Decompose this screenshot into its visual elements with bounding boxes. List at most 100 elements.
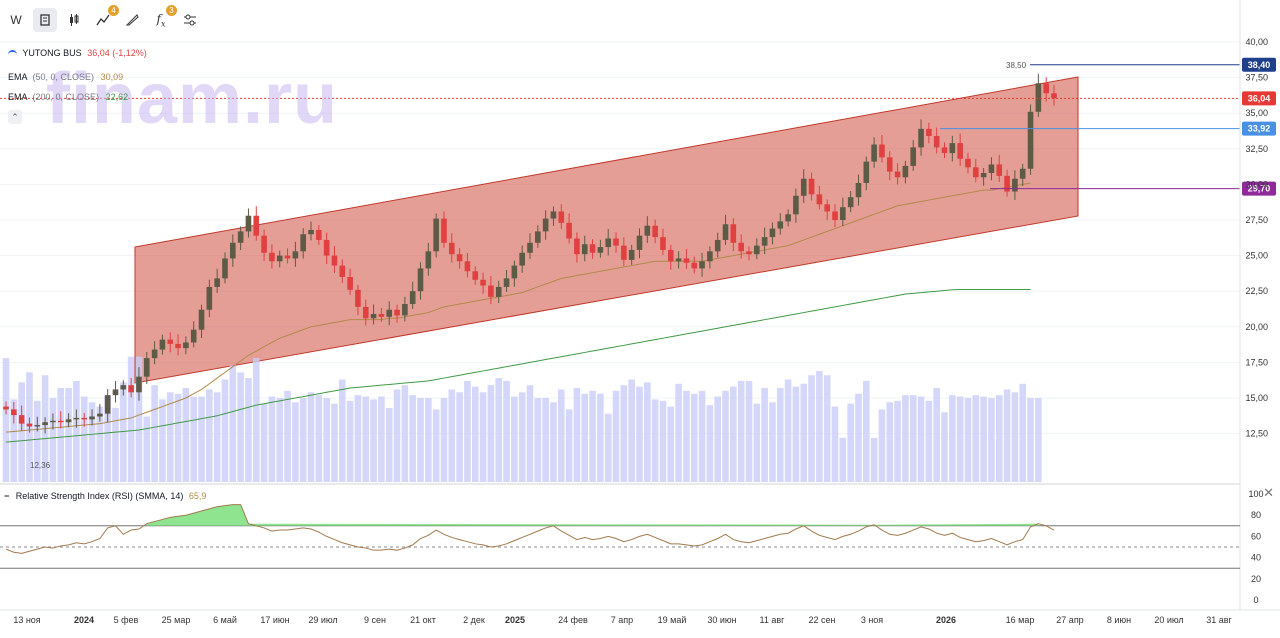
time-tick-label: 2026 [936, 615, 956, 625]
volume-bar [769, 402, 776, 482]
volume-bar [1027, 398, 1034, 482]
exchange-icon [8, 49, 17, 58]
candle-body [746, 251, 752, 255]
volume-bar [440, 398, 448, 482]
candle-body [230, 242, 236, 259]
candle-body [660, 237, 666, 250]
volume-bar [511, 396, 518, 482]
candle-body [409, 291, 416, 305]
ema50-legend[interactable]: EMA (50, 0, CLOSE) 30,09 [8, 71, 123, 83]
candle-body [355, 289, 361, 307]
candle-body [206, 286, 213, 310]
volume-bar [417, 398, 424, 482]
volume-bar [143, 416, 151, 482]
volume-bar [620, 385, 628, 482]
ema200-legend[interactable]: EMA (200, 0, CLOSE) 22,62 [8, 91, 128, 103]
volume-bar [909, 395, 917, 482]
volume-bar [354, 395, 362, 482]
candle-body [965, 158, 971, 168]
candle-body [636, 235, 643, 250]
rsi-menu-icon[interactable]: − [4, 491, 10, 501]
low-annotation: 12,36 [30, 461, 51, 470]
candle-body [167, 339, 174, 344]
volume-bar [370, 399, 377, 482]
volume-bar [299, 398, 307, 482]
candle-body [785, 214, 791, 222]
volume-bar [49, 398, 57, 482]
volume-bar [471, 386, 479, 482]
volume-bar [213, 392, 221, 482]
candle-body [362, 306, 369, 319]
candle-body [519, 252, 525, 266]
time-tick-label: 2024 [74, 615, 94, 625]
candles-style-button[interactable] [62, 8, 86, 32]
candle-body [566, 222, 572, 239]
candle-body [34, 425, 41, 427]
candle-body [159, 339, 166, 350]
volume-bar [104, 395, 111, 482]
ema50-line [5, 182, 1031, 433]
volume-bar [776, 388, 784, 482]
price-tick-label: 15,00 [1245, 393, 1268, 403]
candle-body [894, 171, 901, 178]
candle-body [448, 242, 455, 255]
chart-type-button[interactable] [33, 8, 57, 32]
time-tick-label: 22 сен [809, 615, 836, 625]
time-tick-label: 21 окт [410, 615, 436, 625]
volume-bar [972, 395, 980, 482]
time-tick-label: 9 сен [364, 615, 386, 625]
collapse-legend-button[interactable]: ⌃ [8, 110, 22, 124]
chart-type-icon [40, 14, 50, 26]
drawing-button[interactable] [120, 8, 144, 32]
volume-bar [644, 382, 651, 482]
volume-bar [159, 399, 166, 482]
candle-body [879, 144, 885, 158]
ema50-params: (50, 0, CLOSE) [32, 72, 95, 82]
candle-body [988, 164, 995, 174]
price-tick-label: 17,50 [1245, 357, 1268, 367]
volume-bar [432, 409, 440, 482]
regression-channel[interactable] [134, 76, 1079, 384]
price-level-text: 33,92 [1248, 124, 1271, 134]
time-axis[interactable]: 13 ноя 2024 5 фев 25 мар 6 май 17 июн 29 июл 9 … [0, 609, 1280, 625]
candle-body [832, 211, 838, 220]
candle-body [902, 165, 909, 178]
candle-body [386, 309, 393, 317]
symbol-legend[interactable]: YUTONG BUS 36,04 (-1,12%) [8, 47, 147, 59]
rsi-tick-label: 40 [1251, 553, 1261, 563]
candle-body [276, 255, 283, 262]
ema50-value: 30,09 [100, 72, 124, 82]
volume-bar [425, 398, 432, 482]
volume-bars [2, 356, 1042, 482]
indicators-button[interactable]: 4 [91, 5, 119, 32]
volume-bar [534, 398, 542, 482]
price-axis[interactable]: 40,00 37,50 35,00 32,50 30,00 27,50 25,00 22,50… [1245, 37, 1268, 439]
close-pane-icon[interactable]: ✕ [1263, 485, 1274, 500]
time-tick-label: 2025 [505, 615, 525, 625]
volume-bar [988, 398, 995, 482]
candle-body [269, 252, 275, 262]
volume-bar [245, 378, 252, 482]
candle-body [378, 313, 385, 317]
candle-body [73, 417, 80, 420]
volume-bar [88, 402, 96, 482]
volume-bar [855, 393, 862, 482]
price-tick-label: 40,00 [1245, 37, 1268, 47]
candle-body [26, 423, 33, 427]
rsi-legend[interactable]: − Relative Strength Index (RSI) (SMMA, 1… [4, 491, 206, 501]
time-tick-label: 13 ноя [13, 615, 40, 625]
fx-button[interactable]: fx 3 [149, 5, 177, 32]
rsi-tick-label: 20 [1251, 574, 1261, 584]
fx-badge: 3 [166, 5, 177, 16]
candle-body [738, 242, 744, 252]
candle-body [855, 182, 862, 198]
volume-bar [995, 395, 1003, 482]
candle-body [488, 285, 494, 297]
candle-body [683, 258, 690, 263]
volume-bar [847, 403, 854, 482]
indicators-icon [96, 14, 110, 26]
settings-button[interactable] [178, 8, 202, 32]
volume-bar [268, 396, 276, 482]
interval-button[interactable]: W [4, 8, 28, 32]
